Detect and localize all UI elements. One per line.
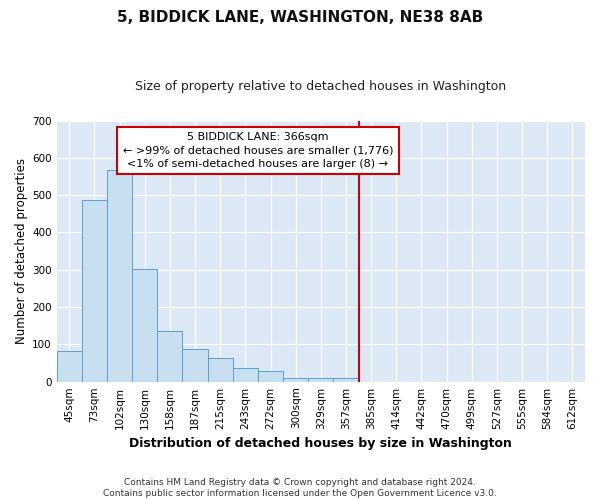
Bar	[132, 270, 157, 382]
Bar	[208, 358, 233, 382]
Bar	[334, 378, 359, 382]
Text: 5 BIDDICK LANE: 366sqm
← >99% of detached houses are smaller (1,776)
<1% of semi: 5 BIDDICK LANE: 366sqm ← >99% of detache…	[122, 132, 393, 169]
Bar	[308, 378, 334, 382]
Bar	[182, 349, 208, 382]
Bar	[258, 371, 283, 382]
Text: Contains HM Land Registry data © Crown copyright and database right 2024.
Contai: Contains HM Land Registry data © Crown c…	[103, 478, 497, 498]
Text: 5, BIDDICK LANE, WASHINGTON, NE38 8AB: 5, BIDDICK LANE, WASHINGTON, NE38 8AB	[117, 10, 483, 25]
Bar	[233, 368, 258, 382]
Bar	[157, 332, 182, 382]
Bar	[283, 378, 308, 382]
Bar	[107, 170, 132, 382]
Bar	[82, 200, 107, 382]
X-axis label: Distribution of detached houses by size in Washington: Distribution of detached houses by size …	[130, 437, 512, 450]
Title: Size of property relative to detached houses in Washington: Size of property relative to detached ho…	[135, 80, 506, 93]
Y-axis label: Number of detached properties: Number of detached properties	[15, 158, 28, 344]
Bar	[56, 350, 82, 382]
